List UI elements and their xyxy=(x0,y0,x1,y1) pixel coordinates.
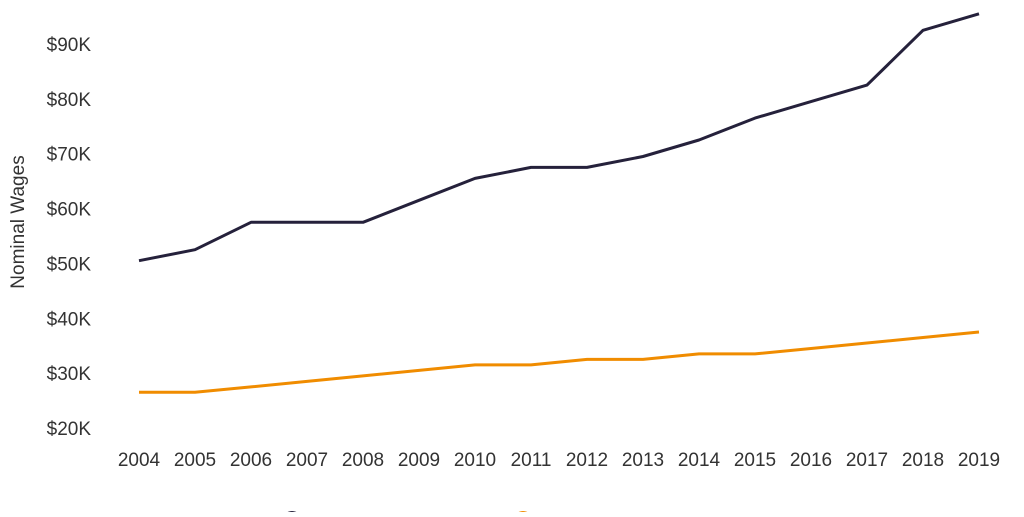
y-tick-label: $40K xyxy=(47,309,92,330)
x-tick-label: 2013 xyxy=(622,450,664,471)
data-point xyxy=(137,259,141,263)
x-tick-label: 2012 xyxy=(566,450,608,471)
y-tick-label: $30K xyxy=(47,364,92,385)
series-line-1 xyxy=(139,330,980,394)
data-point xyxy=(865,341,869,345)
data-point xyxy=(473,176,477,180)
y-tick-label: $20K xyxy=(47,419,92,440)
data-point xyxy=(865,83,869,87)
data-point xyxy=(305,379,309,383)
data-point xyxy=(697,138,701,142)
data-point xyxy=(361,374,365,378)
data-point xyxy=(921,28,925,32)
data-point xyxy=(977,12,981,16)
data-point xyxy=(305,220,309,224)
y-tick-label: $60K xyxy=(47,200,92,221)
data-point xyxy=(585,357,589,361)
data-point xyxy=(529,363,533,367)
x-tick-label: 2017 xyxy=(846,450,888,471)
data-point xyxy=(249,220,253,224)
x-tick-label: 2006 xyxy=(230,450,272,471)
x-tick-label: 2008 xyxy=(342,450,384,471)
data-point xyxy=(193,248,197,252)
data-point xyxy=(753,352,757,356)
x-tick-label: 2014 xyxy=(678,450,721,471)
y-tick-label: $50K xyxy=(47,254,92,275)
y-axis-label: Nominal Wages xyxy=(8,155,29,288)
data-point xyxy=(641,154,645,158)
x-tick-label: 2015 xyxy=(734,450,776,471)
data-point xyxy=(249,385,253,389)
x-tick-label: 2019 xyxy=(958,450,1000,471)
x-tick-label: 2004 xyxy=(118,450,161,471)
x-tick-label: 2010 xyxy=(454,450,496,471)
data-point xyxy=(529,165,533,169)
data-point xyxy=(697,352,701,356)
data-point xyxy=(641,357,645,361)
data-point xyxy=(417,198,421,202)
data-point xyxy=(585,165,589,169)
y-tick-label: $90K xyxy=(47,35,92,56)
x-tick-label: 2011 xyxy=(511,450,552,471)
x-tick-label: 2005 xyxy=(174,450,216,471)
y-tick-label: $70K xyxy=(47,145,92,166)
data-point xyxy=(921,335,925,339)
data-point xyxy=(193,390,197,394)
data-point xyxy=(361,220,365,224)
series-line-0 xyxy=(138,12,980,263)
data-point xyxy=(417,368,421,372)
x-tick-label: 2007 xyxy=(286,450,328,471)
x-tick-label: 2009 xyxy=(398,450,440,471)
data-point xyxy=(753,116,757,120)
data-point xyxy=(809,100,813,104)
data-point xyxy=(473,363,477,367)
data-point xyxy=(809,346,813,350)
x-tick-label: 2016 xyxy=(790,450,832,471)
y-tick-label: $80K xyxy=(47,90,92,111)
x-tick-label: 2018 xyxy=(902,450,944,471)
data-point xyxy=(977,330,981,334)
data-point xyxy=(137,390,141,394)
